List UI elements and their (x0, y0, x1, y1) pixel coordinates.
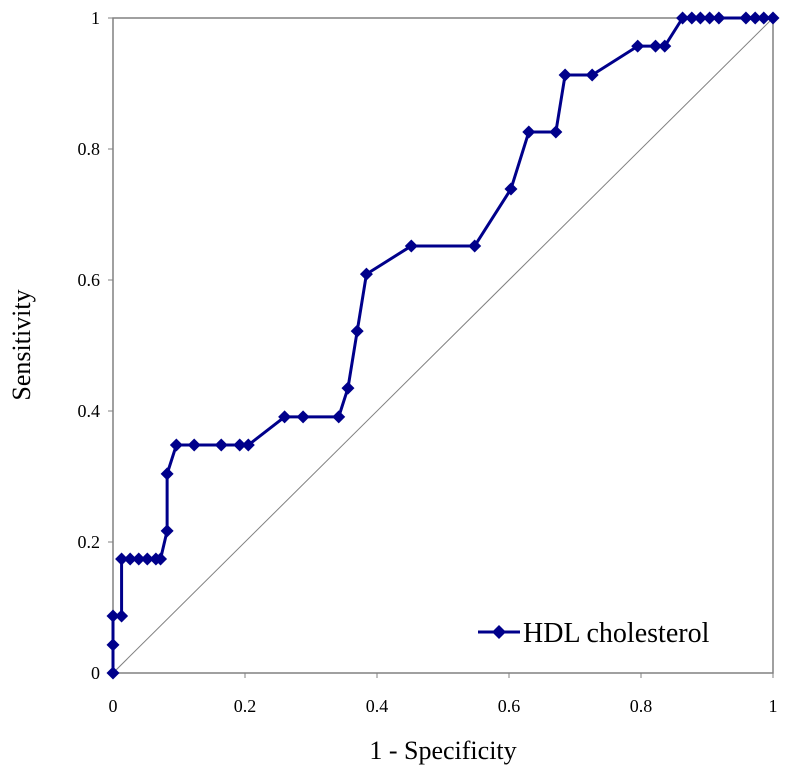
data-point (649, 39, 663, 53)
series-layer (106, 11, 780, 680)
data-point (169, 438, 183, 452)
y-tick-label: 0.2 (78, 532, 101, 552)
y-tick-label: 0 (91, 663, 100, 683)
y-axis-title: Sensitivity (7, 289, 36, 400)
data-point (154, 552, 168, 566)
data-point (115, 552, 129, 566)
data-point (631, 39, 645, 53)
data-point (140, 552, 154, 566)
data-point (676, 11, 690, 25)
data-point (214, 438, 228, 452)
data-point (522, 125, 536, 139)
data-point (685, 11, 699, 25)
data-point (106, 638, 120, 652)
reference-diagonal-line (112, 17, 774, 674)
data-point (296, 410, 310, 424)
data-point (468, 239, 482, 253)
data-point (748, 11, 762, 25)
data-point (241, 438, 255, 452)
data-point (404, 239, 418, 253)
data-point (558, 68, 572, 82)
data-point (341, 381, 355, 395)
data-point (160, 524, 174, 538)
data-point (658, 39, 672, 53)
plot-area-frame (112, 17, 774, 674)
data-point (766, 11, 780, 25)
x-tick-label: 0.4 (366, 696, 389, 716)
data-point (106, 609, 120, 623)
data-point (160, 467, 174, 481)
data-point (549, 125, 563, 139)
data-point (115, 609, 129, 623)
data-point (739, 11, 753, 25)
x-tick-label: 0.2 (234, 696, 257, 716)
data-point (106, 666, 120, 680)
data-point (712, 11, 726, 25)
y-axis-ticks: 0 0.2 0.4 0.6 0.8 1 (78, 8, 113, 683)
x-tick-label: 0.6 (498, 696, 521, 716)
x-tick-label: 1 (769, 696, 778, 716)
legend-label: HDL cholesterol (523, 618, 710, 649)
data-point (233, 438, 247, 452)
data-point (703, 11, 717, 25)
data-point (332, 410, 346, 424)
data-point (123, 552, 137, 566)
legend-diamond-marker (492, 625, 506, 639)
data-point (350, 324, 364, 338)
data-point (132, 552, 146, 566)
data-point (757, 11, 771, 25)
data-point (693, 11, 707, 25)
data-point (359, 267, 373, 281)
y-tick-label: 1 (91, 8, 100, 28)
x-axis-title: 1 - Specificity (369, 736, 516, 765)
data-point (187, 438, 201, 452)
y-tick-label: 0.6 (78, 270, 101, 290)
x-tick-label: 0 (109, 696, 118, 716)
y-tick-label: 0.4 (78, 401, 101, 421)
data-point (585, 68, 599, 82)
x-axis-ticks: 0 0.2 0.4 0.6 0.8 1 (109, 673, 778, 716)
x-tick-label: 0.8 (630, 696, 653, 716)
data-point (278, 410, 292, 424)
data-point (504, 182, 518, 196)
legend: HDL cholesterol (478, 618, 710, 649)
y-tick-label: 0.8 (78, 139, 101, 159)
